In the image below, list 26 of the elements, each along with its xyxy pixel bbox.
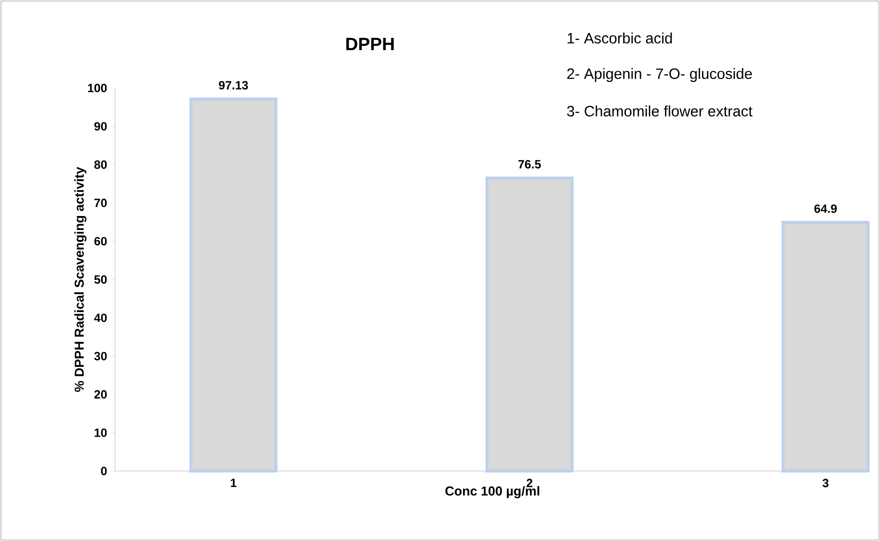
y-tick-label: 70 <box>94 198 107 208</box>
data-label: 76.5 <box>518 160 541 168</box>
y-tick-label: 100 <box>88 84 107 92</box>
annotation: 3- Chamomile flower extract <box>567 106 752 116</box>
y-tick-label: 40 <box>94 314 107 322</box>
y-tick-label: 10 <box>94 428 107 437</box>
bar <box>486 176 574 472</box>
y-tick-label: 60 <box>94 236 107 246</box>
y-tick-label: 80 <box>94 160 107 169</box>
x-tick-label: 3 <box>822 478 828 488</box>
y-axis-title: % DPPH Radical Scavenging activity <box>74 166 86 392</box>
y-tick-label: 90 <box>94 122 107 131</box>
x-tick-label: 2 <box>526 478 532 488</box>
text: 1- Ascorbic acid <box>568 32 672 44</box>
chart-title: DPPH <box>346 38 394 50</box>
bar <box>189 97 278 472</box>
data-label: 97.13 <box>218 80 248 90</box>
y-tick-label: 0 <box>101 466 107 476</box>
x-tick-label: 1 <box>230 478 236 487</box>
text: 2- Apigenin - 7-O- glucoside <box>567 68 752 82</box>
y-tick-label: 50 <box>94 275 107 284</box>
data-label: 64.9 <box>814 204 837 213</box>
x-axis-title: Conc 100 µg/ml <box>445 486 540 498</box>
y-tick-label: 30 <box>94 352 107 360</box>
y-tick-label: 20 <box>94 390 107 399</box>
bar <box>782 220 870 472</box>
